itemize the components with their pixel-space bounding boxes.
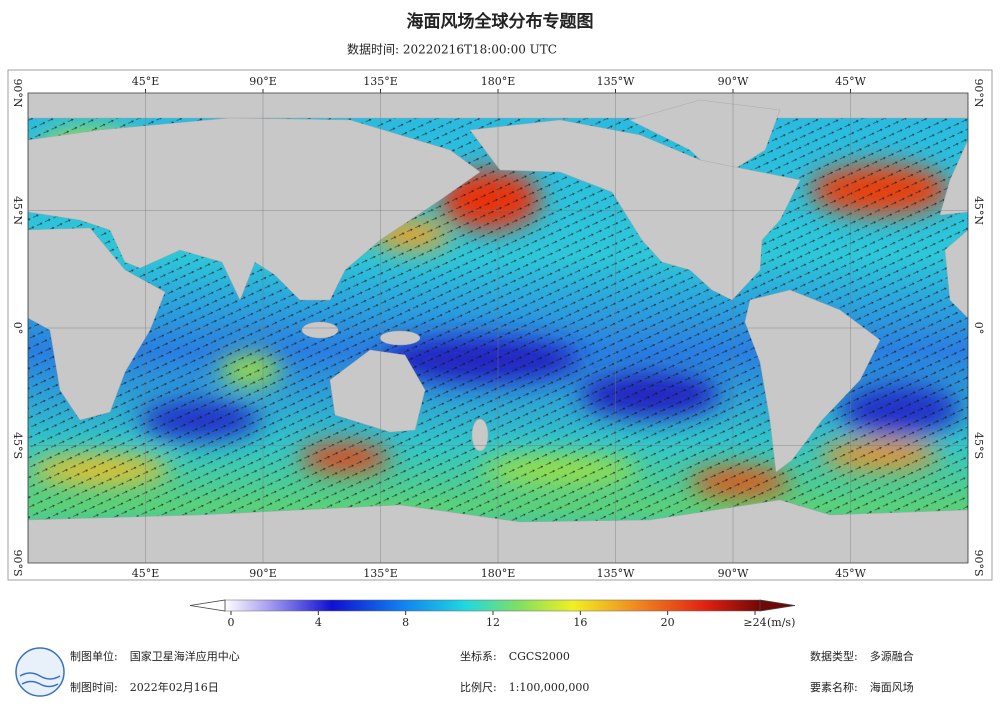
lat-label-left: 45°N [11,196,24,225]
lat-label-left: 0° [11,322,24,335]
footer-label: 比例尺: [460,680,497,694]
lat-label-left: 90°N [11,78,24,107]
colorbar-high-arrow [759,599,796,612]
lon-label-top: 90°E [249,75,277,88]
north-america [469,119,801,301]
island [471,418,489,452]
colorbar-label: 20 [661,616,675,629]
logo-waves [19,672,61,688]
logo [15,647,65,697]
island [301,321,339,339]
footer-value: 1:100,000,000 [509,681,590,694]
greenland [629,99,781,179]
eurasia [28,117,481,301]
colorbar-label: 8 [402,616,409,629]
colorbar-label: 12 [486,616,500,629]
lat-label-right: 90°S [972,549,985,576]
south-america [744,289,881,473]
lon-label-bottom: 180°E [481,567,516,580]
colorbar-unit: (m/s) [767,616,795,629]
colorbar-label: 16 [573,616,587,629]
subtitle: 数据时间: 20220216T18:00:00 UTC [347,42,557,57]
lon-label-top: 135°E [363,75,398,88]
footer-value: 2022年02月16日 [130,680,219,694]
footer-value: 国家卫星海洋应用中心 [130,649,240,663]
africa-west-edge [944,229,968,319]
europe-east-edge [939,139,968,216]
colorbar [224,599,761,612]
lon-label-top: 45°E [132,75,160,88]
lat-label-left: 45°S [11,432,24,459]
lon-label-bottom: 45°E [132,567,160,580]
colorbar-label: 0 [228,616,235,629]
lat-label-right: 0° [972,322,985,335]
lat-label-right: 45°N [972,196,985,225]
map-frame [7,69,993,581]
island [379,330,421,346]
footer-value: 海面风场 [870,680,914,694]
lon-label-top: 180°E [481,75,516,88]
lat-label-left: 90°S [11,549,24,576]
footer-label: 制图单位: [70,649,118,663]
footer-label: 坐标系: [460,649,497,663]
lon-label-top: 45°W [835,75,866,88]
lon-label-top: 90°W [718,75,749,88]
footer-value: CGCS2000 [509,650,570,663]
footer-label: 要素名称: [810,680,858,694]
lon-label-bottom: 45°W [835,567,866,580]
footer-label: 数据类型: [810,649,858,663]
lon-label-bottom: 90°E [249,567,277,580]
colorbar-label: ≥24 [743,616,766,629]
lon-label-bottom: 135°E [363,567,398,580]
lat-label-right: 45°S [972,432,985,459]
lon-label-bottom: 135°W [597,567,635,580]
footer-label: 制图时间: [70,681,118,694]
footer-value: 多源融合 [870,649,914,663]
lon-label-bottom: 90°W [718,567,749,580]
lon-label-top: 135°W [597,75,635,88]
title: 海面风场全球分布专题图 [407,11,594,32]
colorbar-low-arrow [189,599,226,612]
colorbar-label: 4 [315,616,322,629]
lat-label-right: 90°N [972,78,985,107]
australia [329,349,426,433]
